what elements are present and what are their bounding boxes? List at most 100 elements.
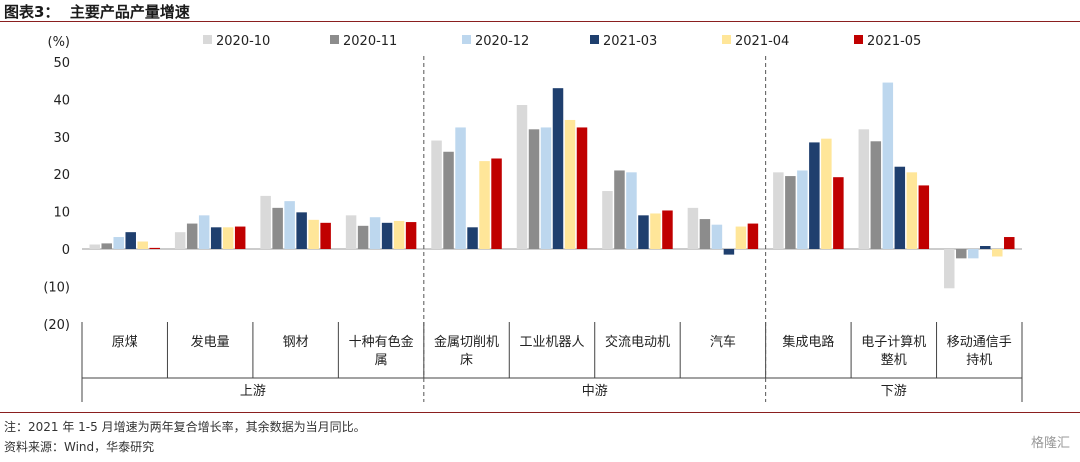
legend-swatch [462,35,471,44]
bar [260,195,271,249]
bar [89,244,100,249]
bar [614,170,625,249]
bar [602,191,613,249]
bar [210,227,222,249]
bar [723,249,735,255]
footer-divider [0,412,1080,413]
legend-label: 2021-05 [867,34,921,49]
y-tick-label: 10 [53,206,70,221]
bar [357,225,369,249]
bar [638,215,649,249]
bar [944,249,955,289]
bar [393,220,405,249]
title-divider [0,21,1080,22]
bar [369,217,381,249]
bar [699,219,711,249]
bar [149,247,160,249]
bar [455,127,466,249]
category-label: 钢材 [283,335,309,350]
category-label: 金属切削机 [434,334,499,350]
legend-label: 2021-03 [603,34,657,49]
legend-swatch [854,35,863,44]
bar [125,232,136,249]
bar [797,170,808,249]
legend-label: 2020-12 [475,34,529,49]
category-label: 移动通信手 [947,335,1012,350]
bar [992,249,1003,257]
bar [906,172,918,249]
bar [833,177,844,249]
category-label: 发电量 [191,334,230,350]
bar [980,246,991,249]
bar [956,249,967,259]
category-label: 工业机器人 [519,335,584,350]
legend-swatch [203,35,212,44]
bar-chart: (%) 50 40 30 20 10 0 (10) (20) 上游 中游 下游 原煤 发电量 钢材 十种有色金… [43,34,1023,402]
bar [272,207,283,249]
figure-title-bar: 图表3： 主要产品产量增速 [0,0,1080,22]
bar [773,172,784,249]
group-label: 中游 [582,384,608,399]
bar [858,129,870,249]
bar [320,222,331,249]
bar [101,243,112,249]
bar [662,210,673,249]
category-label: 整机 [881,353,907,368]
bar [528,129,540,249]
category-label: 属 [375,353,388,368]
bar [552,88,564,250]
legend-swatch [722,35,731,44]
y-tick-label: 50 [53,56,70,71]
y-tick-label: (20) [43,318,70,333]
bar [809,142,820,249]
bar [650,213,661,249]
bar [198,215,210,249]
legend-label: 2021-04 [735,34,789,49]
category-label: 汽车 [710,334,736,350]
figure-title: 图表3： 主要产品产量增速 [4,3,190,21]
y-tick-label: 0 [62,243,70,258]
bar [174,232,186,249]
bar [564,119,576,249]
bar [870,141,882,249]
bar [296,212,307,249]
group-label: 下游 [881,384,907,399]
y-tick-label: (10) [43,280,70,295]
bar [894,166,906,249]
bar [405,222,417,249]
bar [381,222,393,249]
category-label: 持机 [966,353,992,368]
group-label: 上游 [240,384,266,399]
category-label: 原煤 [112,335,138,350]
y-tick-label: 30 [53,131,70,146]
bar [516,105,528,249]
category-label: 十种有色金 [349,334,414,350]
bar [443,151,454,249]
bar [284,201,295,249]
bar [479,161,490,249]
bar [137,241,148,249]
bar [234,226,246,249]
bar [113,237,124,249]
watermark-logo: 格隆汇 [1030,436,1070,451]
bar [345,215,357,249]
category-label: 集成电路 [782,334,834,350]
bar [491,158,502,249]
bar [467,227,478,249]
bar [186,223,198,249]
y-tick-label: 40 [53,93,70,108]
bar [785,176,796,249]
bar [821,138,832,249]
bar [540,127,552,249]
bar [431,140,442,249]
category-label: 床 [460,353,473,368]
bar [968,249,979,259]
bar [1004,237,1015,249]
legend-swatch [330,35,339,44]
bar [711,224,723,249]
y-axis-label: (%) [48,35,71,50]
y-tick-label: 20 [53,168,70,183]
bar [882,82,894,249]
bar [626,172,637,249]
bar [735,226,747,249]
